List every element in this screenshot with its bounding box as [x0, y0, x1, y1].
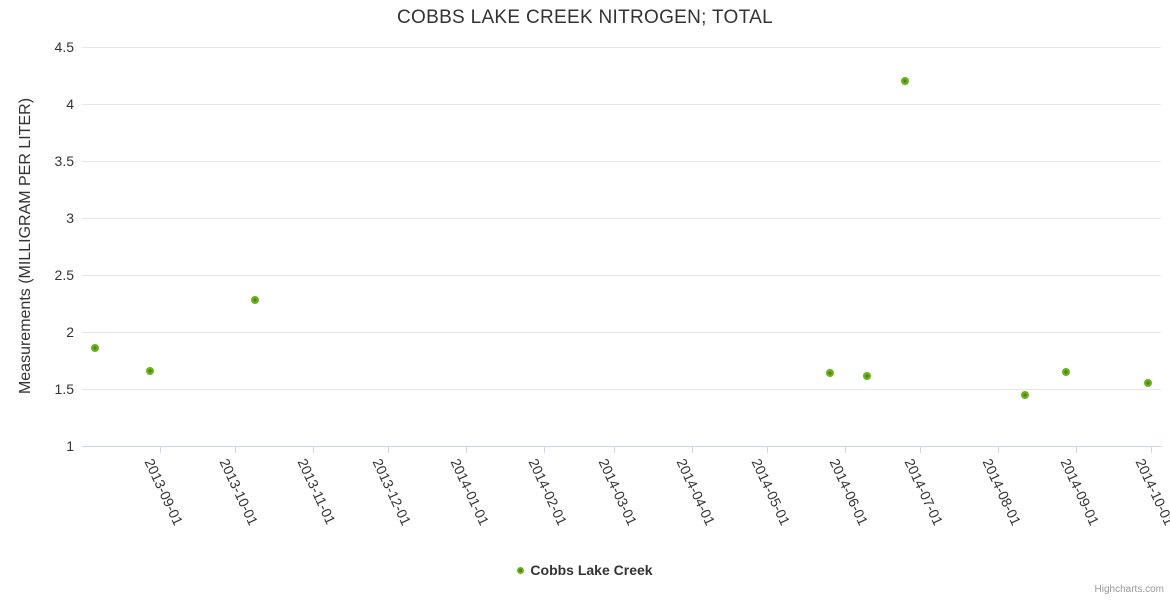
- series-marker-icon: [517, 566, 525, 574]
- y-axis-tick-label: 1: [66, 438, 74, 454]
- legend: Cobbs Lake Creek: [0, 562, 1170, 578]
- x-axis-tick: [159, 447, 161, 453]
- y-gridline: [82, 275, 1161, 276]
- x-axis-tick-label: 2014-06-01: [826, 456, 872, 528]
- data-point[interactable]: [901, 77, 910, 86]
- x-axis-tick-label: 2014-04-01: [673, 456, 719, 528]
- highcharts-credit-link[interactable]: Highcharts.com: [1094, 584, 1164, 595]
- x-axis-tick-label: 2014-03-01: [595, 456, 641, 528]
- x-axis-tick: [1150, 447, 1152, 453]
- x-axis-tick-label: 2013-12-01: [369, 456, 415, 528]
- x-axis-tick: [388, 447, 390, 453]
- x-axis-tick: [767, 447, 769, 453]
- y-gridline: [82, 218, 1161, 219]
- x-axis-tick-label: 2014-10-01: [1132, 456, 1170, 528]
- chart-title: COBBS LAKE CREEK NITROGEN; TOTAL: [397, 7, 773, 28]
- data-point[interactable]: [1021, 390, 1030, 399]
- x-axis-tick: [997, 447, 999, 453]
- y-axis-tick-label: 2.5: [54, 267, 74, 283]
- y-gridline: [82, 332, 1161, 333]
- y-axis-tick-label: 2: [66, 324, 74, 340]
- x-axis-tick-label: 2014-08-01: [979, 456, 1025, 528]
- data-point[interactable]: [90, 343, 99, 352]
- y-axis-tick-label: 1.5: [54, 381, 74, 397]
- x-axis-tick: [920, 447, 922, 453]
- x-axis-tick: [1075, 447, 1077, 453]
- x-axis-tick-label: 2014-02-01: [525, 456, 570, 528]
- x-axis-tick-label: 2014-01-01: [447, 456, 493, 528]
- x-axis-tick-label: 2013-09-01: [141, 456, 187, 528]
- x-axis-tick: [312, 447, 314, 453]
- x-axis-tick: [844, 447, 846, 453]
- data-point[interactable]: [145, 366, 154, 375]
- x-axis-tick-label: 2013-11-01: [294, 456, 339, 527]
- y-axis-tick-label: 3: [66, 210, 74, 226]
- data-point[interactable]: [1061, 367, 1070, 376]
- y-gridline: [82, 47, 1161, 48]
- data-point[interactable]: [825, 369, 834, 378]
- x-axis-tick: [543, 447, 545, 453]
- y-axis-title: Measurements (MILLIGRAM PER LITER): [17, 97, 34, 395]
- x-axis-tick-label: 2014-09-01: [1057, 456, 1102, 528]
- legend-item[interactable]: Cobbs Lake Creek: [517, 562, 653, 578]
- x-axis-line: [82, 446, 1162, 447]
- x-axis-tick: [465, 447, 467, 453]
- x-axis-tick: [691, 447, 693, 453]
- y-axis-tick-label: 4: [66, 96, 74, 112]
- x-axis-tick-label: 2013-10-01: [216, 456, 262, 528]
- y-gridline: [82, 389, 1161, 390]
- x-axis-tick-label: 2014-07-01: [901, 456, 947, 528]
- x-axis-tick-label: 2014-05-01: [748, 456, 794, 528]
- data-point[interactable]: [251, 296, 260, 305]
- legend-item-label: Cobbs Lake Creek: [530, 562, 653, 578]
- x-axis-tick: [613, 447, 615, 453]
- y-gridline: [82, 104, 1161, 105]
- y-axis-tick-label: 3.5: [54, 153, 74, 169]
- data-point[interactable]: [1144, 379, 1153, 388]
- y-gridline: [82, 161, 1161, 162]
- data-point[interactable]: [863, 372, 872, 381]
- x-axis-tick: [235, 447, 237, 453]
- y-axis-tick-label: 4.5: [54, 39, 74, 55]
